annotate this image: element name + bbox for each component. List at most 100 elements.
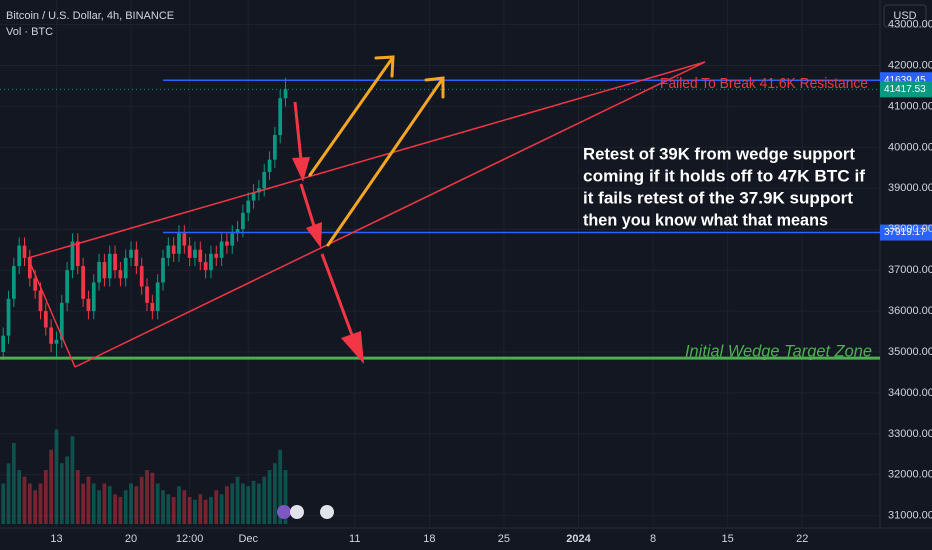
event-icon[interactable]: [290, 505, 304, 519]
volume-bar: [22, 476, 27, 524]
arrow: [320, 253, 354, 336]
candle-body: [65, 270, 69, 303]
resistance-note: Failed To Break 41.6K Resistance: [660, 75, 868, 92]
volume-bar: [161, 490, 165, 524]
volume-bar: [11, 443, 16, 524]
chart-subtitle: Vol · BTC: [6, 26, 53, 38]
y-tick-label: 40000.00: [888, 141, 932, 153]
candle-body: [209, 253, 213, 271]
wedge-lower: [74, 61, 706, 368]
candle-body: [43, 311, 48, 328]
y-tick-label: 42000.00: [888, 59, 932, 71]
candle-body: [283, 89, 288, 99]
candle-body: [219, 241, 224, 258]
candle-body: [198, 249, 203, 262]
candle-body: [33, 278, 38, 291]
candle-body: [139, 266, 144, 287]
currency-button[interactable]: [883, 4, 927, 28]
target-note: Initial Wedge Target Zone: [685, 341, 872, 360]
arrow: [293, 101, 303, 161]
wedge-upper: [27, 61, 706, 259]
volume-bar: [17, 470, 22, 524]
volume-bar: [1, 483, 6, 524]
candle-body: [166, 245, 171, 258]
x-tick-label: 2024: [566, 533, 591, 545]
volume-bar: [203, 499, 208, 524]
candle-body: [118, 270, 123, 279]
candle-body: [145, 286, 149, 303]
volume-bar: [81, 483, 85, 524]
candle-body: [267, 159, 272, 172]
price-tag: [880, 224, 932, 241]
candle-body: [177, 233, 181, 254]
candle-body: [257, 188, 261, 193]
volume-bar: [102, 483, 107, 524]
volume-bar: [59, 463, 64, 524]
volume-bar: [33, 490, 38, 524]
volume-bar: [241, 483, 245, 524]
price-tag-label: 41639.45: [884, 75, 926, 86]
candle-body: [134, 249, 139, 267]
price-tag-label: 41417.53: [884, 84, 926, 95]
volume-bar: [283, 470, 288, 524]
candle-body: [54, 339, 59, 344]
candle-body: [70, 241, 75, 271]
y-tick-label: 36000.00: [888, 305, 932, 317]
candle-body: [251, 192, 256, 201]
volume-bar: [118, 497, 123, 524]
note-line: it fails retest of the 37.9K support: [583, 188, 853, 207]
volume-bar: [123, 490, 128, 524]
volume-bar: [145, 470, 149, 524]
price-tag-label: 37919.17: [884, 227, 926, 238]
event-icon[interactable]: [320, 505, 334, 519]
volume-bar: [262, 476, 267, 524]
candle-body: [6, 298, 11, 336]
volume-bar: [91, 483, 96, 524]
candle-body: [1, 335, 6, 352]
volume-bar: [27, 483, 32, 524]
candle-body: [123, 257, 128, 279]
arrow: [326, 79, 443, 247]
volume-bar: [86, 476, 91, 524]
volume-bar: [177, 486, 181, 524]
currency[interactable]: USD: [893, 10, 916, 22]
candle-body: [11, 266, 16, 299]
x-tick-label: 25: [498, 533, 510, 545]
volume-bar: [251, 480, 256, 524]
candle-body: [230, 233, 235, 246]
event-icon[interactable]: [277, 505, 291, 519]
candle-body: [91, 282, 96, 312]
candle-body: [241, 212, 245, 230]
red-arrows: [292, 101, 364, 364]
candle-body: [81, 266, 85, 299]
candle-body: [22, 245, 27, 258]
volume-bar: [129, 483, 133, 524]
candle-body: [262, 171, 267, 189]
y-tick-label: 37000.00: [888, 264, 932, 276]
candle-body: [102, 261, 107, 279]
volume-bar: [155, 483, 160, 524]
candle-body: [49, 327, 54, 344]
y-tick-label: 32000.00: [888, 469, 932, 481]
candle-body: [150, 302, 155, 312]
volume-bar: [75, 470, 80, 524]
volume-pane: [1, 429, 288, 524]
y-tick-label: 38000.00: [888, 223, 932, 235]
volume-bar: [139, 476, 144, 524]
candle-body: [182, 233, 187, 246]
candle-body: [113, 253, 117, 271]
note-line: coming if it holds off to 47K BTC if: [583, 166, 865, 185]
candle-body: [225, 241, 229, 246]
volume-bar: [134, 486, 139, 524]
y-tick-label: 31000.00: [888, 510, 932, 522]
candle-body: [129, 249, 133, 258]
volume-bar: [267, 470, 272, 524]
arrow-head: [341, 331, 364, 364]
volume-bar: [257, 483, 261, 524]
y-tick-label: 34000.00: [888, 387, 932, 399]
candle-body: [38, 290, 43, 312]
volume-bar: [214, 490, 219, 524]
orange-arrows: [308, 55, 445, 247]
volume-bar: [107, 486, 112, 524]
volume-bar: [209, 497, 213, 524]
